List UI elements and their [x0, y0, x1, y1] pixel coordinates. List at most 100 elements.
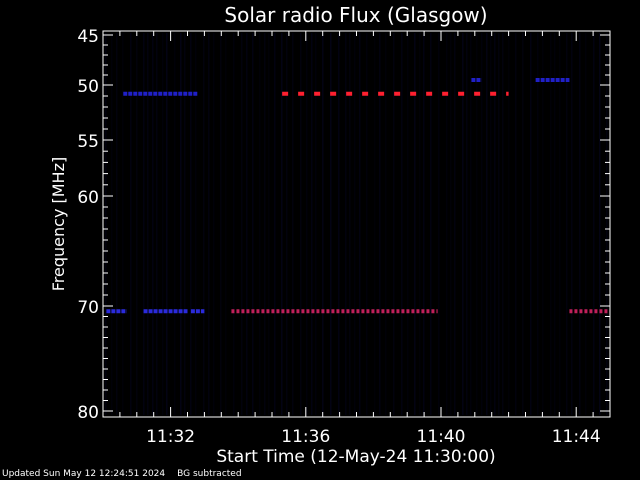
- noise-streak: [585, 33, 587, 415]
- noise-streak: [522, 33, 524, 415]
- noise-streak: [423, 33, 425, 415]
- plot-frame: [102, 30, 611, 418]
- noise-streak: [259, 33, 261, 415]
- y-tick-label-50: 50: [77, 77, 99, 97]
- noise-streak: [162, 33, 164, 415]
- noise-streak: [130, 33, 132, 415]
- noise-streak: [374, 33, 376, 415]
- noise-streak: [111, 33, 113, 415]
- noise-streak: [606, 33, 608, 415]
- noise-streak: [566, 33, 568, 415]
- noise-streak: [147, 33, 149, 415]
- noise-streak: [136, 33, 138, 415]
- noise-streak: [220, 33, 222, 415]
- chart-title: Solar radio Flux (Glasgow): [224, 3, 487, 27]
- noise-streak: [252, 33, 254, 415]
- noise-streak: [419, 33, 421, 415]
- noise-streak: [241, 33, 243, 415]
- noise-streak: [156, 33, 158, 415]
- noise-streak: [122, 33, 124, 415]
- noise-streak: [430, 33, 432, 415]
- noise-streak: [300, 33, 302, 415]
- noise-streak: [593, 33, 595, 415]
- noise-streak: [446, 33, 448, 415]
- y-tick-label-60: 60: [77, 188, 99, 208]
- noise-streak: [354, 33, 356, 415]
- noise-streak: [268, 33, 270, 415]
- noise-streak: [246, 33, 248, 415]
- noise-streak: [470, 33, 472, 415]
- noise-streak: [292, 33, 294, 415]
- noise-streak: [264, 33, 266, 415]
- y-tick-label-80: 80: [77, 403, 99, 423]
- y-tick-label-55: 55: [77, 132, 99, 152]
- noise-streak: [599, 33, 601, 415]
- noise-streak: [105, 33, 107, 415]
- noise-streak: [550, 33, 552, 415]
- noise-streak: [366, 33, 368, 415]
- noise-streak: [579, 33, 581, 415]
- noise-streak: [195, 33, 197, 415]
- noise-streak: [274, 33, 276, 415]
- footer: Updated Sun May 12 12:24:51 2024 BG subtr…: [2, 469, 254, 479]
- noise-streak: [462, 33, 464, 415]
- noise-streak: [116, 33, 118, 415]
- noise-streak: [401, 33, 403, 415]
- noise-streak: [554, 33, 556, 415]
- noise-streak: [338, 33, 340, 415]
- x-tick-label-11:36: 11:36: [281, 427, 330, 447]
- noise-streak: [306, 33, 308, 415]
- noise-streak: [379, 33, 381, 415]
- noise-streak: [414, 33, 416, 415]
- noise-streak: [486, 33, 488, 415]
- noise-streak: [311, 33, 313, 415]
- noise-streak: [286, 33, 288, 415]
- spectrogram-background: [105, 33, 608, 415]
- noise-streak: [184, 33, 186, 415]
- noise-streak: [281, 33, 283, 415]
- x-axis-label: Start Time (12-May-24 11:30:00): [216, 447, 495, 467]
- bg-note: BG subtracted: [177, 469, 242, 479]
- noise-streak: [494, 33, 496, 415]
- noise-streak: [359, 33, 361, 415]
- noise-streak: [393, 33, 395, 415]
- noise-streak: [481, 33, 483, 415]
- noise-streak: [438, 33, 440, 415]
- noise-streak: [174, 33, 176, 415]
- noise-streak: [190, 33, 192, 415]
- noise-streak: [349, 33, 351, 415]
- noise-streak: [180, 33, 182, 415]
- noise-streak: [385, 33, 387, 415]
- plot-axes: 45 50 55 60 70 80 11:32 11:36 11:40 11:44: [77, 27, 611, 447]
- y-tick-label-45: 45: [77, 27, 99, 47]
- noise-streak: [152, 33, 154, 415]
- noise-streak: [208, 33, 210, 415]
- updated-timestamp: Updated Sun May 12 12:24:51 2024: [2, 469, 166, 479]
- noise-streak: [315, 33, 317, 415]
- noise-streak: [466, 33, 468, 415]
- x-tick-label-11:32: 11:32: [146, 427, 195, 447]
- noise-streak: [498, 33, 500, 415]
- noise-streak: [225, 33, 227, 415]
- noise-streak: [322, 33, 324, 415]
- flux-bands: [106, 78, 610, 314]
- noise-streak: [330, 33, 332, 415]
- noise-streak: [542, 33, 544, 415]
- noise-streak: [345, 33, 347, 415]
- noise-streak: [233, 33, 235, 415]
- noise-streak: [166, 33, 168, 415]
- noise-streak: [502, 33, 504, 415]
- noise-streak: [508, 33, 510, 415]
- noise-streak: [571, 33, 573, 415]
- noise-streak: [454, 33, 456, 415]
- y-tick-label-70: 70: [77, 298, 99, 318]
- noise-streak: [143, 33, 145, 415]
- x-tick-label-11:44: 11:44: [552, 427, 601, 447]
- noise-streak: [407, 33, 409, 415]
- noise-streak: [537, 33, 539, 415]
- noise-streak: [476, 33, 478, 415]
- noise-streak: [213, 33, 215, 415]
- noise-streak: [490, 33, 492, 415]
- noise-streak: [559, 33, 561, 415]
